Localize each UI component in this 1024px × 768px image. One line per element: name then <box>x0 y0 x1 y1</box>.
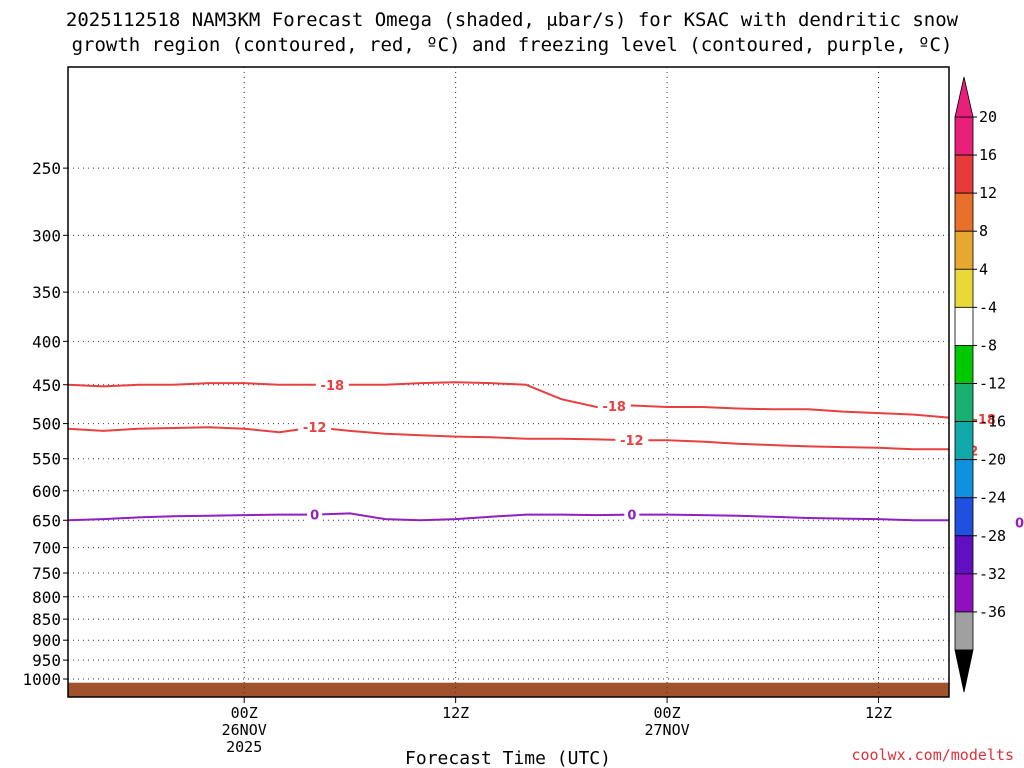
colorbar-label-4: 4 <box>979 260 988 278</box>
plot-area <box>68 67 949 697</box>
colorbar-label-5: -4 <box>979 298 997 316</box>
y-tick-label-800: 800 <box>32 588 61 607</box>
y-tick-label-500: 500 <box>32 415 61 434</box>
colorbar-segment-6 <box>954 345 974 384</box>
grid-layer <box>68 67 949 697</box>
y-tick-label-1000: 1000 <box>22 670 61 689</box>
contour-label-0-0: 0 <box>310 509 319 524</box>
x-tick-label-h0-1: 26NOV <box>222 721 267 739</box>
y-tick-label-450: 450 <box>32 376 61 395</box>
terrain-band <box>68 682 949 697</box>
contour-line--12 <box>67 426 949 451</box>
colorbar-segment-0 <box>954 116 974 156</box>
contour-label-bg--18-1 <box>597 399 631 414</box>
contour-label-0-2: 0 <box>1015 517 1024 532</box>
colorbar-label-8: -16 <box>979 413 1006 431</box>
colorbar-label-13: -36 <box>979 603 1006 621</box>
y-tick-label-900: 900 <box>32 631 61 650</box>
colorbar-segment-1 <box>954 154 974 194</box>
x-tick-label-h24-1: 27NOV <box>645 721 690 739</box>
contour-line--18 <box>67 381 950 419</box>
colorbar-segment-3 <box>954 230 974 270</box>
colorbar-segment-9 <box>954 459 974 499</box>
contour-label-bg-0-2 <box>1011 515 1024 530</box>
contour-label--18-0: -18 <box>321 379 345 394</box>
contour-label-bg--18-2 <box>967 412 1001 427</box>
chart-title-line1: 2025112518 NAM3KM Forecast Omega (shaded… <box>66 9 959 31</box>
y-tick-label-850: 850 <box>32 610 61 629</box>
chart-title-line2: growth region (contoured, red, ºC) and f… <box>72 34 953 56</box>
x-tick-label-h24-0: 00Z <box>654 704 681 722</box>
y-tick-label-750: 750 <box>32 564 61 583</box>
terrain-layer <box>68 682 949 697</box>
credit-text: coolwx.com/modelts <box>851 746 1014 764</box>
contour-label--18-2: -18 <box>972 413 996 428</box>
x-tick-label-h12-0: 12Z <box>442 704 469 722</box>
contour-label-bg-0-1 <box>624 507 640 522</box>
colorbar-label-1: 16 <box>979 146 997 164</box>
colorbar-label-7: -12 <box>979 375 1006 393</box>
contour-label-0-1: 0 <box>627 509 636 524</box>
y-tick-label-300: 300 <box>32 226 61 245</box>
colorbar-segment-13 <box>954 611 974 651</box>
colorbar-label-0: 20 <box>979 108 997 126</box>
contour-label-bg-0-0 <box>307 507 323 522</box>
contour-line-0 <box>67 512 949 522</box>
colorbar-label-6: -8 <box>979 336 997 354</box>
plot-frame <box>67 66 950 698</box>
contour-label-bg--12-0 <box>298 420 332 435</box>
colorbar-label-11: -28 <box>979 527 1006 545</box>
colorbar-label-10: -24 <box>979 489 1006 507</box>
colorbar-top-arrow <box>954 76 974 118</box>
x-tick-label-h0-2: 2025 <box>226 738 262 756</box>
y-tick-label-550: 550 <box>32 450 61 469</box>
contour-label--12-0: -12 <box>303 421 327 436</box>
x-axis: 00Z26NOV202512Z00Z27NOV12Z00Z28NOV <box>222 697 892 756</box>
colorbar-segment-5 <box>954 306 974 346</box>
colorbar-segment-2 <box>954 192 974 232</box>
colorbar-label-12: -32 <box>979 565 1006 583</box>
colorbar-bottom-arrow <box>954 649 974 693</box>
y-tick-label-250: 250 <box>32 159 61 178</box>
colorbar-label-3: 8 <box>979 222 988 240</box>
y-tick-label-950: 950 <box>32 651 61 670</box>
colorbar-segment-4 <box>954 268 974 308</box>
x-axis-title: Forecast Time (UTC) <box>405 748 611 768</box>
colorbar-segment-12 <box>954 573 974 613</box>
colorbar-segment-10 <box>954 497 974 537</box>
y-tick-label-650: 650 <box>32 511 61 530</box>
contour-label-layer: -18 -18 -18 -12 -12 -12 0 0 0 <box>298 377 1024 532</box>
colorbar-label-2: 12 <box>979 184 997 202</box>
x-tick-label-h36-0: 12Z <box>865 704 892 722</box>
y-tick-label-700: 700 <box>32 539 61 558</box>
x-tick-label-h0-0: 00Z <box>231 704 258 722</box>
contour-label-bg--12-1 <box>615 433 649 448</box>
contour-label--12-1: -12 <box>620 434 644 449</box>
y-axis: 250 300 350 400 450 500 550 600 650 700 750 800 850 9… <box>22 159 68 689</box>
colorbar-label-9: -20 <box>979 451 1006 469</box>
y-tick-label-350: 350 <box>32 283 61 302</box>
contour-label-bg--18-0 <box>315 377 349 392</box>
colorbar: 20 16 12 8 4 -4 -8 -12 -16 -20 -24 -28 -32 -36 <box>954 76 1006 693</box>
contour-label--18-1: -18 <box>602 400 626 415</box>
colorbar-segment-11 <box>954 535 974 575</box>
series-layer <box>67 381 950 522</box>
y-tick-label-400: 400 <box>32 332 61 351</box>
colorbar-segment-8 <box>954 421 974 461</box>
colorbar-segment-7 <box>954 383 974 422</box>
y-tick-label-600: 600 <box>32 482 61 501</box>
